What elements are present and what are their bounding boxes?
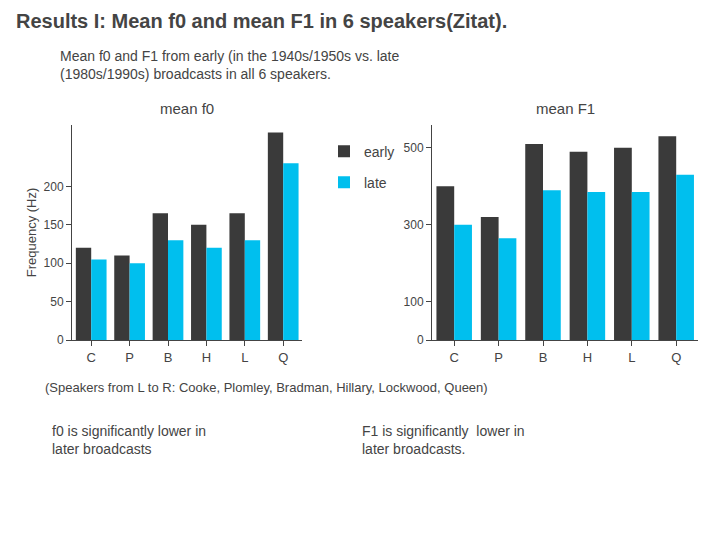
svg-text:mean f0: mean f0	[160, 100, 214, 117]
svg-text:L: L	[628, 350, 635, 365]
svg-text:H: H	[583, 350, 592, 365]
svg-text:H: H	[202, 350, 211, 365]
svg-text:Results I: Mean f0 and mean F1: Results I: Mean f0 and mean F1 in 6 spea…	[16, 10, 507, 32]
svg-text:Q: Q	[671, 350, 681, 365]
svg-text:200: 200	[44, 180, 64, 194]
svg-text:P: P	[494, 350, 503, 365]
svg-text:L: L	[241, 350, 248, 365]
svg-text:500: 500	[404, 141, 424, 155]
svg-text:C: C	[87, 350, 96, 365]
svg-text:150: 150	[44, 218, 64, 232]
svg-text:50: 50	[50, 295, 64, 309]
svg-text:mean F1: mean F1	[536, 100, 595, 117]
svg-text:100: 100	[404, 295, 424, 309]
svg-text:0: 0	[57, 333, 64, 347]
svg-text:C: C	[450, 350, 459, 365]
svg-text:300: 300	[404, 218, 424, 232]
svg-text:100: 100	[44, 256, 64, 270]
svg-text:Q: Q	[278, 350, 288, 365]
svg-text:F1 is significantly lower inl: F1 is significantly lower inlater broadc…	[362, 423, 525, 457]
svg-text:Mean f0 and F1 from early (in: Mean f0 and F1 from early (in the 1940s/…	[60, 48, 400, 82]
svg-text:P: P	[125, 350, 134, 365]
svg-text:early: early	[364, 144, 394, 160]
svg-text:0: 0	[417, 333, 424, 347]
svg-text:f0 is significantly lower inla: f0 is significantly lower inlater broadc…	[52, 423, 206, 457]
svg-text:Frequency (Hz): Frequency (Hz)	[24, 188, 39, 278]
svg-text:B: B	[539, 350, 548, 365]
svg-text:(Speakers from L to R: Cooke,: (Speakers from L to R: Cooke, Plomley, B…	[45, 380, 488, 395]
svg-text:late: late	[364, 175, 387, 191]
svg-text:B: B	[164, 350, 173, 365]
